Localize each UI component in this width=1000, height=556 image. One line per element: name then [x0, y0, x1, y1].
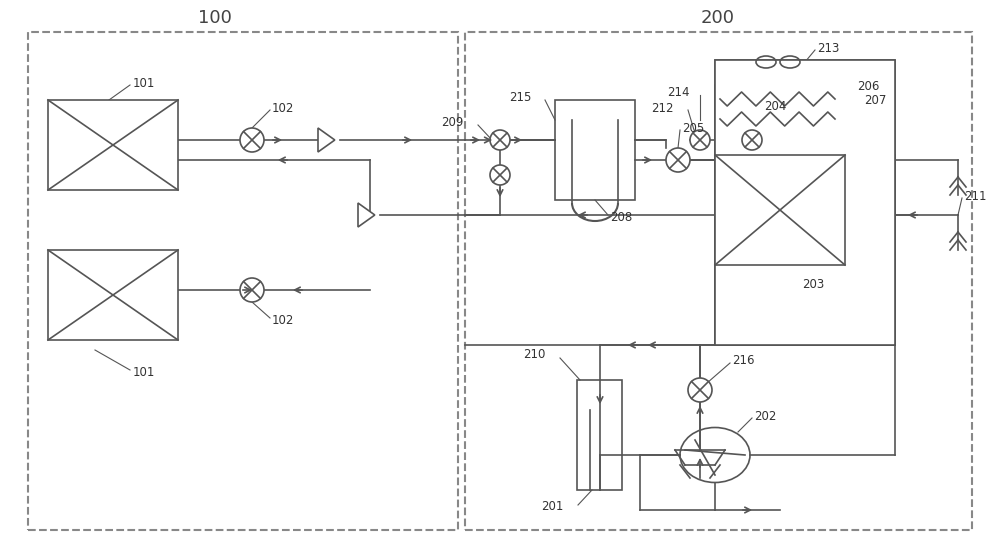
Bar [555, 100, 635, 200]
Text: 200: 200 [701, 9, 735, 27]
Text: 207: 207 [864, 93, 886, 107]
Bar [48, 250, 178, 340]
Text: 102: 102 [272, 102, 294, 115]
Bar [715, 60, 895, 345]
Polygon shape [358, 203, 375, 227]
Text: 101: 101 [133, 366, 155, 380]
Text: 101: 101 [133, 77, 155, 90]
Bar [48, 100, 178, 190]
Text: 216: 216 [732, 355, 755, 368]
Text: 209: 209 [442, 116, 464, 128]
Text: 213: 213 [817, 42, 839, 54]
Bar [465, 32, 972, 530]
Circle shape [490, 130, 510, 150]
Text: 212: 212 [652, 102, 674, 115]
Text: 214: 214 [668, 86, 690, 98]
Text: 215: 215 [510, 91, 532, 103]
Bar [715, 155, 845, 265]
Text: 102: 102 [272, 314, 294, 326]
Circle shape [240, 128, 264, 152]
Circle shape [688, 378, 712, 402]
Text: 206: 206 [857, 80, 879, 92]
Text: 202: 202 [754, 410, 776, 423]
Circle shape [690, 130, 710, 150]
Text: 204: 204 [764, 100, 786, 112]
Text: 201: 201 [542, 500, 564, 514]
Circle shape [490, 165, 510, 185]
Circle shape [666, 148, 690, 172]
Circle shape [240, 278, 264, 302]
Polygon shape [318, 128, 335, 152]
Text: 203: 203 [802, 277, 824, 290]
Bar [577, 380, 622, 490]
Bar [715, 60, 895, 345]
Text: 208: 208 [610, 211, 632, 224]
Circle shape [742, 130, 762, 150]
Text: 100: 100 [198, 9, 232, 27]
Text: 211: 211 [964, 190, 986, 202]
Bar [715, 155, 895, 345]
Text: 205: 205 [682, 122, 704, 135]
Bar [28, 32, 458, 530]
Text: 210: 210 [523, 349, 545, 361]
Bar [715, 85, 840, 145]
